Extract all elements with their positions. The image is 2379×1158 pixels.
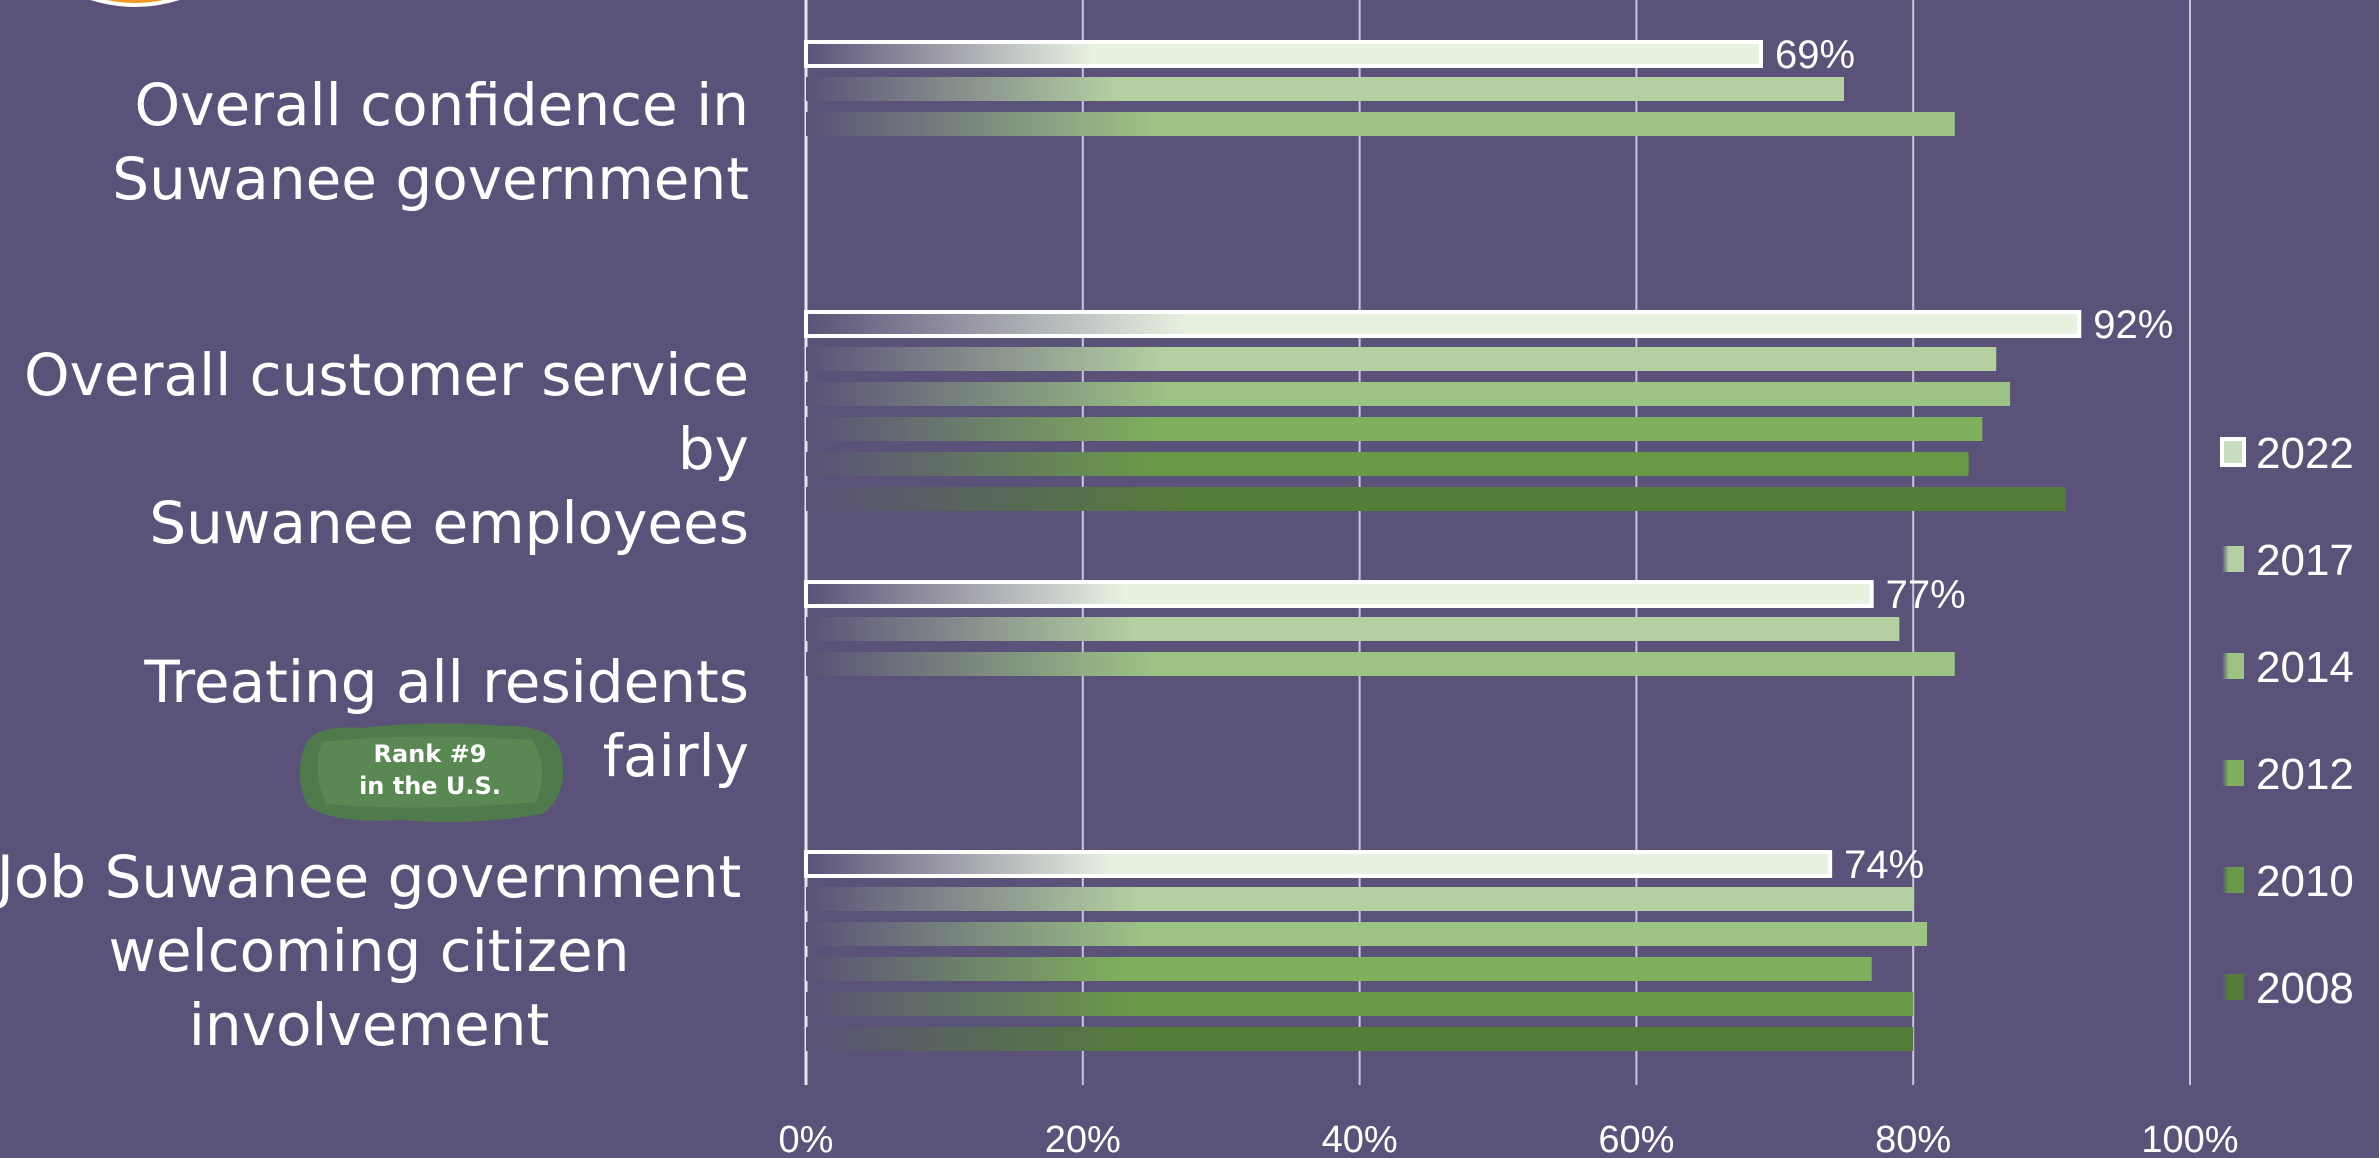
legend-label-2008: 2008 [2256, 964, 2354, 1013]
legend-swatch-2012 [2222, 760, 2244, 786]
legend-label-2022: 2022 [2256, 429, 2354, 478]
legend-label-2017: 2017 [2256, 536, 2354, 585]
category-label-treating-fairly: Treating all residents fairly [144, 648, 749, 790]
x-tick-label: 40% [1322, 1119, 1398, 1158]
logo-fragment-icon [90, 0, 180, 7]
x-tick-label: 60% [1598, 1119, 1674, 1158]
bar-2008 [806, 487, 2066, 511]
brush-stroke-icon [299, 723, 564, 822]
bar-2014 [806, 652, 1955, 676]
legend: 2022 2017 2014 2012 2010 2008 [2220, 429, 2354, 1013]
category-label-citizen-involvement: Job Suwanee government welcoming citizen… [0, 843, 742, 1059]
data-label: 92% [2093, 303, 2173, 347]
bar-2008 [806, 1027, 1914, 1051]
legend-swatch-2010 [2222, 867, 2244, 893]
rank-badge: Rank #9 in the U.S. [292, 718, 568, 826]
category-label-confidence: Overall confidence in Suwanee government [112, 71, 749, 213]
bar-2017 [806, 617, 1900, 641]
data-label: 77% [1886, 573, 1966, 617]
bar-2017 [806, 347, 1997, 371]
data-label: 74% [1844, 843, 1924, 887]
bar-2022 [804, 310, 2082, 338]
legend-label-2012: 2012 [2256, 750, 2354, 799]
bar-2022 [804, 40, 1763, 68]
bar-2014 [806, 382, 2011, 406]
bar-2012 [806, 417, 1983, 441]
legend-label-2014: 2014 [2256, 643, 2354, 692]
bar-2010 [806, 992, 1914, 1016]
x-tick-label: 80% [1875, 1119, 1951, 1158]
bar-2012 [806, 957, 1872, 981]
x-tick-label: 0% [779, 1119, 834, 1158]
x-tick-label: 20% [1045, 1119, 1121, 1158]
data-labels: 69% 92% 77% 74% [1775, 33, 2173, 887]
bar-2022 [804, 850, 1833, 878]
bar-2022 [804, 580, 1874, 608]
bar-2014 [806, 112, 1955, 136]
bar-2010 [806, 452, 1969, 476]
x-axis-ticks: 0% 20% 40% 60% 80% 100% [779, 1119, 2239, 1158]
legend-swatch-2008 [2222, 974, 2244, 1000]
legend-label-2010: 2010 [2256, 857, 2354, 906]
bars [804, 40, 2082, 1051]
x-tick-label: 100% [2141, 1119, 2238, 1158]
rank-badge-text: Rank #9 in the U.S. [359, 740, 501, 800]
legend-swatch-2017 [2222, 546, 2244, 572]
legend-swatch-2022 [2220, 437, 2246, 467]
bar-2017 [806, 77, 1844, 101]
category-label-customer-service: Overall customer service by Suwanee empl… [23, 341, 749, 557]
bar-2017 [806, 887, 1914, 911]
gridlines [804, 0, 2191, 1085]
bar-2014 [806, 922, 1928, 946]
data-label: 69% [1775, 33, 1855, 77]
legend-swatch-2014 [2222, 653, 2244, 679]
